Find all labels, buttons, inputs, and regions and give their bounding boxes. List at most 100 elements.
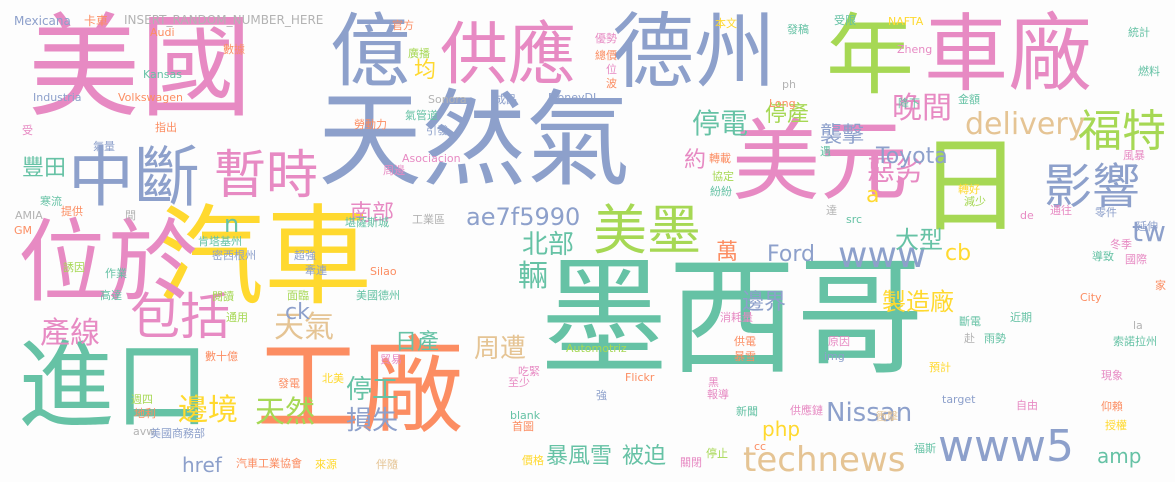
word-power-supply: 供電 [734,335,756,348]
word-statistics: 統計 [1128,26,1150,39]
word-restricted: 受限 [834,14,856,27]
word-cc: cc [754,440,767,453]
word-toyota: Toyota [876,144,948,169]
word-ten-thousand: 萬 [716,240,739,265]
word-amp: amp [1097,444,1142,468]
word-kentucky: 肯塔基州 [198,235,242,248]
word-storm: 風暴 [1123,149,1145,162]
word-read: 閱讀 [212,290,234,303]
word-repost: 轉載 [709,152,731,165]
word-close: 關閉 [680,456,702,469]
word-report: 報導 [707,388,729,401]
word-city: City [1080,291,1102,304]
word-weather: 天氣 [274,310,334,345]
word-pointed-out: 指出 [155,121,177,134]
word-reach: 達 [826,204,837,217]
word-high: 高達 [100,289,122,302]
word-auto-industry-assoc: 汽車工業協會 [236,457,302,470]
word-tight: 吃緊 [518,365,540,378]
word-import: 進口 [18,330,210,442]
word-hundred-million: 億 [330,5,410,98]
word-including: 包括 [130,288,230,346]
word-forced: 被迫 [622,444,667,469]
word-supply-chain: 供應鏈 [790,404,823,417]
word-texas: 德州 [612,5,777,100]
word-agreement: 協定 [712,170,734,183]
word-la: la [1133,319,1143,332]
word-truck: 卡車 [84,14,109,28]
word-operation: 作業 [105,267,127,280]
word-average: 均 [414,58,437,83]
word-php: php [762,417,801,441]
word-halt-production: 停產 [765,102,810,127]
word-sonora-state: 索諾拉州 [1113,335,1157,348]
word-rainfall: 雨勢 [984,332,1006,345]
word-large: 大型 [895,226,943,254]
word-parts: 零件 [1095,206,1117,219]
word-img: img [824,350,845,363]
word-consumption: 消耗量 [720,311,753,324]
word-located-at: 位於 [18,210,198,315]
word-n: n [224,210,240,238]
word-amount: 金額 [958,93,980,106]
word-kansas: Kansas [143,68,182,81]
word-ford-zh: 福特 [1078,106,1166,157]
word-stop-work: 停工 [346,375,399,405]
word-texas-usa: 美國德州 [356,289,400,302]
word-mexico: 墨西哥 [540,244,925,393]
word-severe: 惡劣 [867,154,924,187]
word-cb: cb [945,241,972,266]
word-extend: 延伸 [1136,220,1158,233]
word-home: 家 [1155,279,1166,292]
word-manufacturing-plant: 製造廠 [882,288,954,316]
word-gm-zh: 通用 [226,311,248,324]
word-shock: 衝擊 [876,410,898,423]
word-target: target [942,393,976,406]
word-natural-gas: 天然氣 [318,79,631,201]
word-zheng: Zheng [897,43,933,56]
word-north: 北部 [522,230,575,260]
word-billions: 數十億 [205,350,238,363]
word-between: 間 [125,209,136,222]
word-border: 邊界 [742,290,787,315]
word-data: 數據 [223,43,245,56]
word-trade: 貿易 [380,353,402,366]
word-strong: 強 [596,389,607,402]
word-gm: GM [14,224,33,237]
word-wave: 波 [606,77,617,90]
word-commerce-dept: 美國商務部 [150,427,205,440]
word-www: www [838,235,927,276]
word-production-line: 產線 [40,316,100,351]
word-day: 日 [918,125,1023,247]
word-super-strong: 超強 [294,249,316,262]
word-phenomenon: 現象 [1101,369,1123,382]
word-supply: 供應 [440,16,577,95]
word-stop: 停止 [706,447,728,460]
word-price: 價格 [522,454,544,467]
word-attack: 襲擊 [820,123,865,148]
word-total-price: 總價 [595,49,617,62]
word-rely-on: 仰賴 [1101,400,1123,413]
word-reason: 原因 [828,335,850,348]
word-north-america: 北美 [322,372,344,385]
word-placeholder: INSERT_RANDOM_NUMBER_HERE [124,13,324,27]
word-a: a [866,183,880,208]
word-reduce: 減少 [964,195,986,208]
word-south: 南部 [350,201,395,226]
word-gas-volume: 氣量 [93,140,115,153]
word-news: 新聞 [736,405,758,418]
word-press-release: 發稿 [787,23,809,36]
word-silao: Silao [370,265,397,278]
word-flickr: Flickr [625,371,655,384]
word-long: Long [769,97,796,110]
word-amia: AMIA [15,209,43,222]
word-incentive: 誘因 [63,261,85,274]
word-vw-zh: 福斯 [914,442,936,455]
word-one-after-another: 紛紛 [710,185,732,198]
word-about: 約 [684,148,707,173]
word-technews: technews [743,440,906,480]
word-improve: 轉好 [958,183,980,196]
word-year: 年 [826,4,915,107]
word-receive: 受 [22,124,33,137]
